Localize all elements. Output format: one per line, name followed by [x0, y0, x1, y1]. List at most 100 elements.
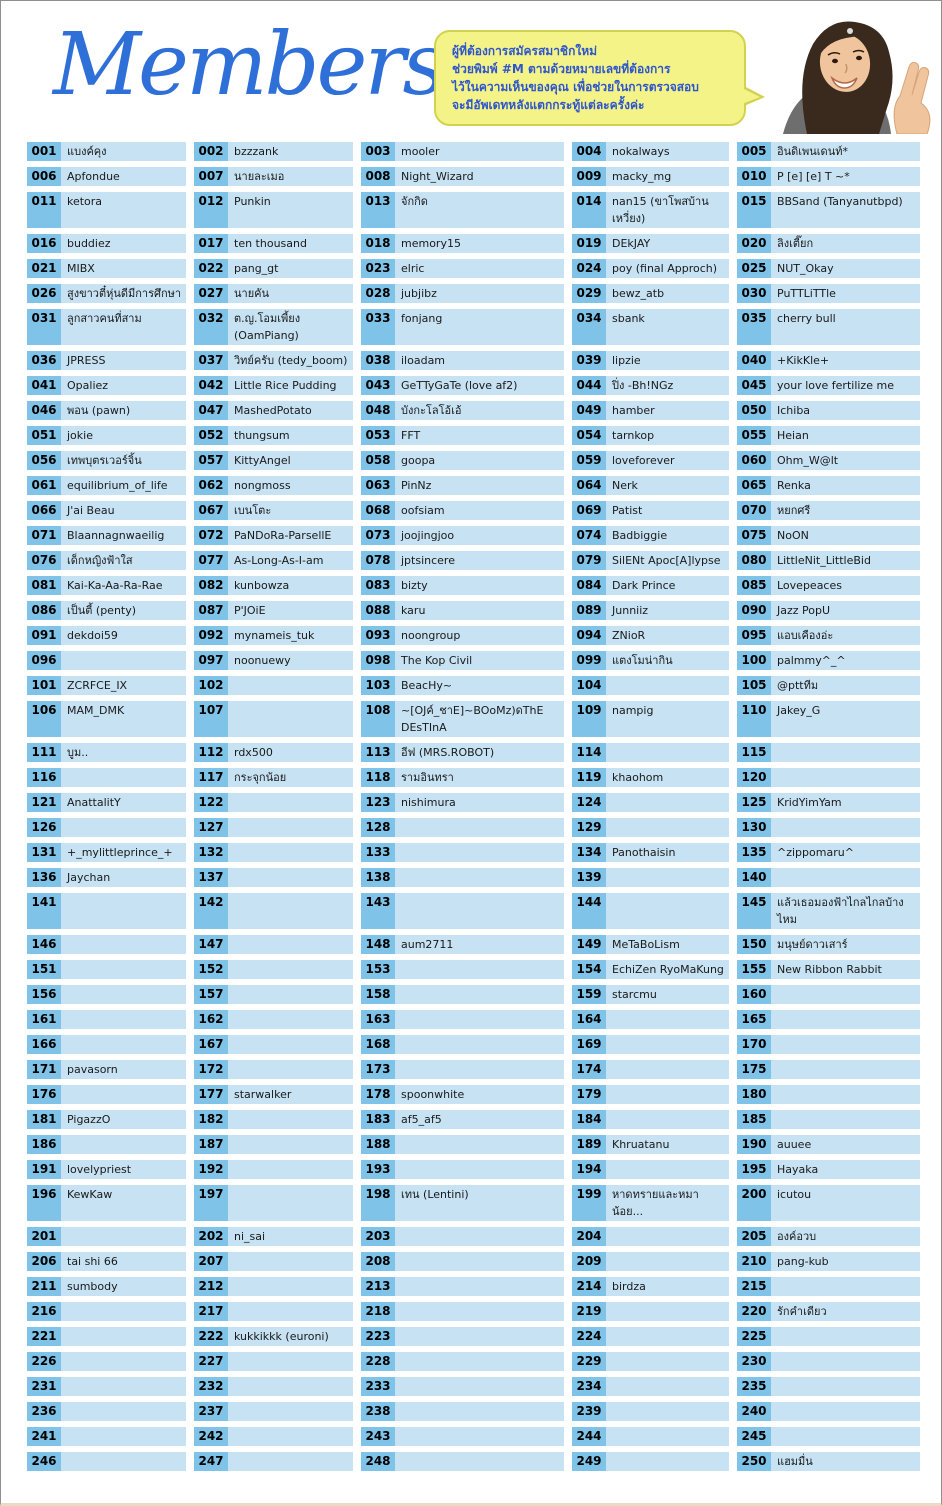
member-cell: 123 nishimura [361, 793, 564, 812]
member-name [606, 1160, 729, 1179]
member-name: แฮมมื่น [777, 1455, 813, 1468]
member-number: 049 [572, 401, 606, 420]
member-cell: 157 [194, 985, 353, 1004]
member-number: 204 [572, 1227, 606, 1246]
member-cell: 244 [572, 1427, 729, 1446]
member-cell: 118 รามอินทรา [361, 768, 564, 787]
member-cell: 151 [27, 960, 186, 979]
member-number: 083 [361, 576, 395, 595]
member-name [228, 1010, 353, 1029]
member-cell: 156 [27, 985, 186, 1004]
member-name [395, 868, 564, 887]
member-number: 183 [361, 1110, 395, 1129]
member-cell: 229 [572, 1352, 729, 1371]
member-name [606, 1085, 729, 1104]
bubble-line-1: ผู้ที่ต้องการสมัครสมาชิกใหม่ [452, 44, 598, 58]
member-number: 085 [737, 576, 771, 595]
member-name: KridYimYam [777, 796, 842, 809]
member-name: J'ai Beau [67, 504, 115, 517]
member-name: birdza [612, 1280, 646, 1293]
member-cell: 144 [572, 893, 729, 929]
member-name [61, 893, 186, 929]
member-number: 071 [27, 526, 61, 545]
member-number: 175 [737, 1060, 771, 1079]
member-number: 214 [572, 1277, 606, 1296]
member-number: 118 [361, 768, 395, 787]
member-number: 054 [572, 426, 606, 445]
member-name: Jaychan [67, 871, 111, 884]
member-number: 234 [572, 1377, 606, 1396]
member-name: mynameis_tuk [234, 629, 315, 642]
member-cell: 124 [572, 793, 729, 812]
member-number: 233 [361, 1377, 395, 1396]
member-number: 116 [27, 768, 61, 787]
member-name: jokie [67, 429, 93, 442]
members-grid: 001 แบงค์คุง 002 bzzzank 003 mooler 004 … [27, 142, 920, 1471]
member-number: 229 [572, 1352, 606, 1371]
member-cell: 042 Little Rice Pudding [194, 376, 353, 395]
member-number: 090 [737, 601, 771, 620]
member-number: 152 [194, 960, 228, 979]
member-number: 069 [572, 501, 606, 520]
member-name: แบงค์คุง [67, 145, 107, 158]
member-number: 079 [572, 551, 606, 570]
member-name [395, 1252, 564, 1271]
member-name: af5_af5 [401, 1113, 442, 1126]
member-name [228, 960, 353, 979]
member-name [395, 960, 564, 979]
member-number: 065 [737, 476, 771, 495]
member-name: joojingjoo [401, 529, 455, 542]
member-name [771, 1352, 920, 1371]
member-cell: 095 แอบเคืองอ่ะ [737, 626, 920, 645]
member-name: Panothaisin [612, 846, 676, 859]
member-name [606, 1427, 729, 1446]
member-cell: 100 palmmy^_^ [737, 651, 920, 670]
member-number: 210 [737, 1252, 771, 1271]
member-name [61, 651, 186, 670]
member-name: bizty [401, 579, 428, 592]
member-number: 191 [27, 1160, 61, 1179]
member-number: 100 [737, 651, 771, 670]
member-number: 160 [737, 985, 771, 1004]
member-name: nishimura [401, 796, 456, 809]
header: Members ผู้ที่ต้องการสมัครสมาชิกใหม่ ช่ว… [1, 1, 941, 141]
page-title: Members [53, 15, 447, 115]
member-cell: 234 [572, 1377, 729, 1396]
girl-eye-right [856, 55, 862, 61]
member-number: 135 [737, 843, 771, 862]
member-number: 209 [572, 1252, 606, 1271]
member-cell: 006 Apfondue [27, 167, 186, 186]
member-number: 067 [194, 501, 228, 520]
member-name: mooler [401, 145, 440, 158]
member-name [61, 1035, 186, 1054]
member-cell: 142 [194, 893, 353, 929]
member-cell: 098 The Kop Civil [361, 651, 564, 670]
member-name: Patist [612, 504, 643, 517]
member-cell: 189 Khruatanu [572, 1135, 729, 1154]
member-number: 051 [27, 426, 61, 445]
member-name [606, 1010, 729, 1029]
member-number: 088 [361, 601, 395, 620]
member-cell: 150 มนุษย์ดาวเสาร์ [737, 935, 920, 954]
girl-eyebrow-left [827, 51, 841, 56]
member-name [61, 1135, 186, 1154]
member-name: เทน (Lentini) [401, 1188, 469, 1201]
member-name [606, 1352, 729, 1371]
member-number: 202 [194, 1227, 228, 1246]
member-number: 223 [361, 1327, 395, 1346]
member-name: Renka [777, 479, 811, 492]
member-name: nampig [612, 704, 654, 717]
member-number: 172 [194, 1060, 228, 1079]
member-number: 031 [27, 309, 61, 345]
member-cell: 039 lipzie [572, 351, 729, 370]
member-number: 219 [572, 1302, 606, 1321]
member-name: nongmoss [234, 479, 291, 492]
member-number: 030 [737, 284, 771, 303]
member-number: 205 [737, 1227, 771, 1246]
member-cell: 126 [27, 818, 186, 837]
member-name [228, 893, 353, 929]
member-number: 176 [27, 1085, 61, 1104]
member-cell: 137 [194, 868, 353, 887]
member-cell: 011 ketora [27, 192, 186, 228]
member-name: noonuewy [234, 654, 291, 667]
